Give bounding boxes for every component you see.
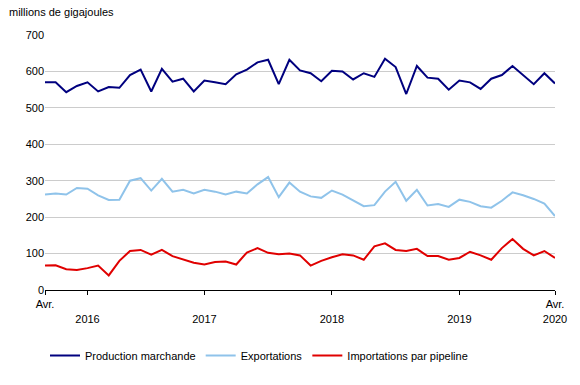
svg-text:0: 0 bbox=[38, 284, 44, 296]
svg-text:2019: 2019 bbox=[447, 313, 471, 325]
svg-text:Production marchande: Production marchande bbox=[85, 350, 196, 362]
svg-text:700: 700 bbox=[26, 29, 44, 41]
svg-text:Avr.2020: Avr.2020 bbox=[543, 298, 567, 324]
svg-text:500: 500 bbox=[26, 102, 44, 114]
svg-text:600: 600 bbox=[26, 65, 44, 77]
svg-text:Importations par pipeline: Importations par pipeline bbox=[347, 350, 467, 362]
svg-text:100: 100 bbox=[26, 247, 44, 259]
svg-text:2016: 2016 bbox=[75, 313, 99, 325]
svg-text:200: 200 bbox=[26, 211, 44, 223]
svg-text:Avr.: Avr. bbox=[36, 298, 55, 310]
svg-text:Exportations: Exportations bbox=[241, 350, 303, 362]
svg-text:400: 400 bbox=[26, 138, 44, 150]
svg-text:2017: 2017 bbox=[192, 313, 216, 325]
svg-text:2018: 2018 bbox=[320, 313, 344, 325]
svg-text:300: 300 bbox=[26, 175, 44, 187]
svg-text:millions de gigajoules: millions de gigajoules bbox=[9, 6, 114, 18]
